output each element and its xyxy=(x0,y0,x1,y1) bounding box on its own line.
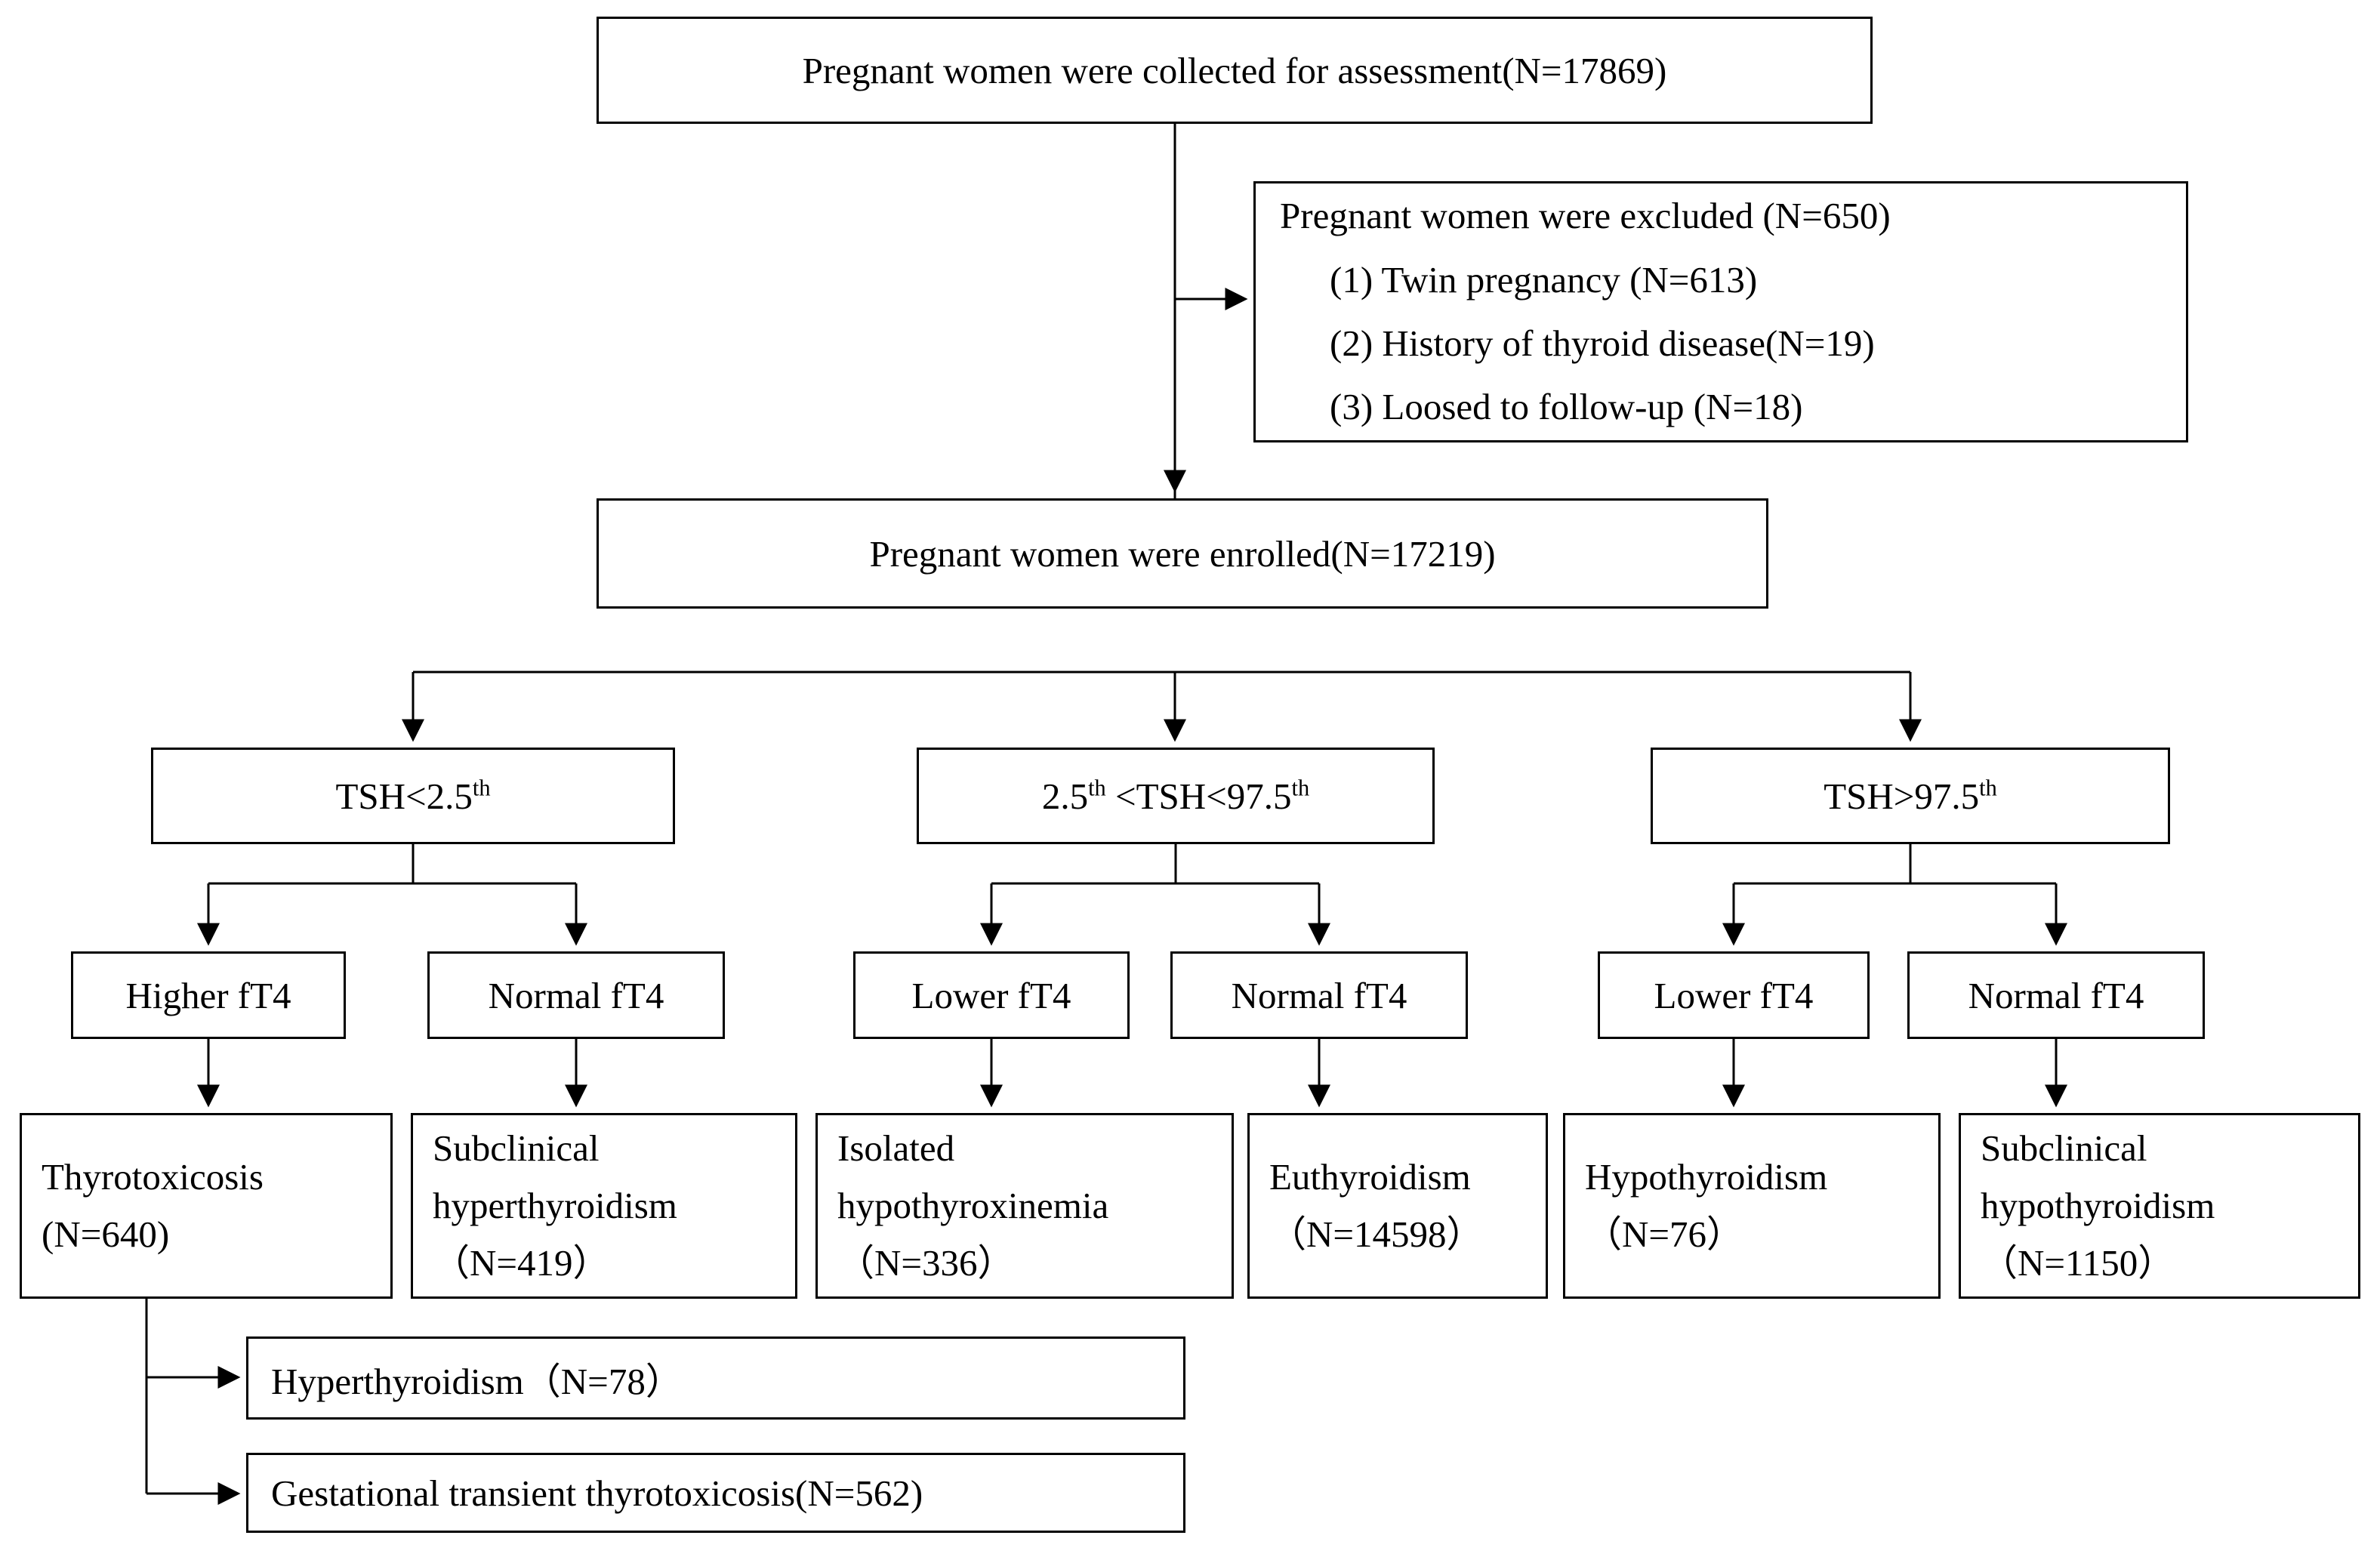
thyrotoxicosis-line2: (N=640) xyxy=(42,1213,170,1255)
hypothyroidism-line1: Hypothyroidism xyxy=(1585,1156,1828,1198)
tsh-mid-sup-1: th xyxy=(1088,775,1106,801)
tsh-high-text: TSH>97.5 xyxy=(1824,775,1980,817)
tsh-high-sup: th xyxy=(1979,775,1997,801)
box-euthyroidism: Euthyroidism （N=14598） xyxy=(1247,1113,1548,1299)
connector-plain xyxy=(145,124,2056,1494)
excluded-item-3: (3) Loosed to follow-up (N=18) xyxy=(1330,386,1803,428)
excluded-item-1: (1) Twin pregnancy (N=613) xyxy=(1330,258,1758,301)
box-excluded: Pregnant women were excluded (N=650) (1)… xyxy=(1253,181,2188,442)
tsh-low-label: TSH<2.5th xyxy=(335,775,490,818)
subclinical-hypo-line3: （N=1150） xyxy=(1981,1241,2175,1284)
box-collected: Pregnant women were collected for assess… xyxy=(597,17,1873,124)
subclinical-hyper-line2: hyperthyroidism xyxy=(433,1185,677,1227)
subclinical-hyper-line1: Subclinical xyxy=(433,1127,600,1170)
tsh-low-text: TSH<2.5 xyxy=(335,775,473,817)
hyperthyroidism-label: Hyperthyroidism（N=78） xyxy=(271,1360,683,1402)
box-higher-ft4: Higher fT4 xyxy=(71,951,346,1039)
subclinical-hypo-line2: hypothyroidism xyxy=(1981,1185,2215,1227)
box-enrolled-label: Pregnant women were enrolled(N=17219) xyxy=(869,532,1496,575)
box-lower-ft4-1: Lower fT4 xyxy=(853,951,1130,1039)
tsh-high-label: TSH>97.5th xyxy=(1824,775,1997,818)
box-tsh-low: TSH<2.5th xyxy=(151,748,675,844)
lower-ft4-2-label: Lower fT4 xyxy=(1654,974,1814,1016)
box-normal-ft4-3: Normal fT4 xyxy=(1907,951,2205,1039)
hypothyroidism-line2: （N=76） xyxy=(1585,1213,1744,1255)
normal-ft4-1-label: Normal fT4 xyxy=(488,974,664,1016)
excluded-title: Pregnant women were excluded (N=650) xyxy=(1280,195,1891,237)
box-lower-ft4-2: Lower fT4 xyxy=(1598,951,1870,1039)
box-gestational-transient-thyrotoxicosis: Gestational transient thyrotoxicosis(N=5… xyxy=(246,1453,1185,1533)
box-normal-ft4-2: Normal fT4 xyxy=(1170,951,1468,1039)
box-tsh-mid: 2.5th <TSH<97.5th xyxy=(917,748,1435,844)
isolated-hypo-line3: （N=336） xyxy=(837,1241,1015,1284)
tsh-mid-text-1: 2.5 xyxy=(1041,775,1089,817)
tsh-mid-label: 2.5th <TSH<97.5th xyxy=(1042,775,1309,818)
box-tsh-high: TSH>97.5th xyxy=(1651,748,2170,844)
box-collected-label: Pregnant women were collected for assess… xyxy=(802,49,1667,91)
tsh-mid-text-2: <TSH<97.5 xyxy=(1105,775,1292,817)
euthyroidism-line2: （N=14598） xyxy=(1269,1213,1484,1255)
gestational-label: Gestational transient thyrotoxicosis(N=5… xyxy=(271,1472,923,1514)
isolated-hypo-line1: Isolated xyxy=(837,1127,955,1170)
subclinical-hypo-line1: Subclinical xyxy=(1981,1127,2147,1170)
box-normal-ft4-1: Normal fT4 xyxy=(427,951,725,1039)
thyrotoxicosis-line1: Thyrotoxicosis xyxy=(42,1156,264,1198)
isolated-hypo-line2: hypothyroxinemia xyxy=(837,1185,1109,1227)
normal-ft4-3-label: Normal fT4 xyxy=(1968,974,2144,1016)
box-enrolled: Pregnant women were enrolled(N=17219) xyxy=(597,498,1768,609)
box-subclinical-hypothyroidism: Subclinical hypothyroidism （N=1150） xyxy=(1959,1113,2360,1299)
tsh-low-sup: th xyxy=(472,775,491,801)
box-isolated-hypothyroxinemia: Isolated hypothyroxinemia （N=336） xyxy=(815,1113,1234,1299)
box-subclinical-hyperthyroidism: Subclinical hyperthyroidism （N=419） xyxy=(411,1113,797,1299)
box-hyperthyroidism: Hyperthyroidism（N=78） xyxy=(246,1336,1185,1420)
box-hypothyroidism: Hypothyroidism （N=76） xyxy=(1563,1113,1941,1299)
higher-ft4-label: Higher fT4 xyxy=(125,974,291,1016)
subclinical-hyper-line3: （N=419） xyxy=(433,1241,610,1284)
euthyroidism-line1: Euthyroidism xyxy=(1269,1156,1471,1198)
excluded-item-2: (2) History of thyroid disease(N=19) xyxy=(1330,322,1875,364)
lower-ft4-1-label: Lower fT4 xyxy=(911,974,1071,1016)
normal-ft4-2-label: Normal fT4 xyxy=(1231,974,1407,1016)
tsh-mid-sup-2: th xyxy=(1291,775,1310,801)
box-thyrotoxicosis: Thyrotoxicosis (N=640) xyxy=(20,1113,393,1299)
